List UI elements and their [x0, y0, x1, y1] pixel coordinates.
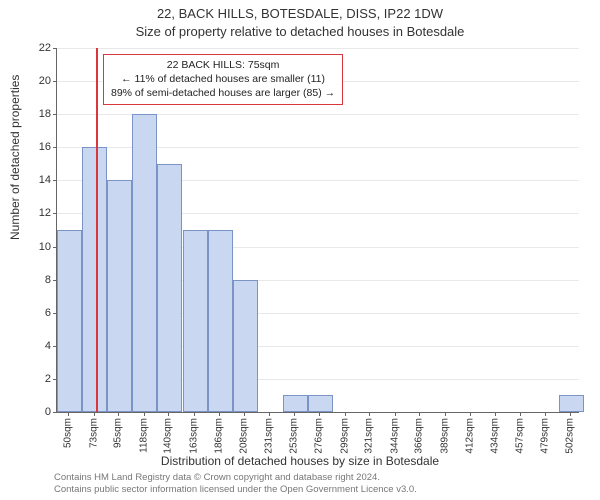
- x-tick-mark: [545, 412, 546, 416]
- histogram-bar: [183, 230, 208, 412]
- histogram-bar: [157, 164, 182, 412]
- y-tick-label: 12: [39, 207, 51, 219]
- y-tick-label: 6: [45, 307, 51, 319]
- footer-attribution: Contains HM Land Registry data © Crown c…: [54, 472, 417, 496]
- x-tick-mark: [68, 412, 69, 416]
- reference-line: [96, 48, 98, 412]
- x-tick-label: 502sqm: [565, 418, 576, 454]
- y-tick-label: 0: [45, 406, 51, 418]
- y-tick-label: 4: [45, 340, 51, 352]
- histogram-bar: [559, 395, 584, 412]
- y-tick-label: 14: [39, 174, 51, 186]
- x-tick-label: 479sqm: [539, 418, 550, 454]
- histogram-bar: [107, 180, 132, 412]
- y-tick-mark: [53, 180, 57, 181]
- x-tick-label: 118sqm: [138, 418, 149, 453]
- y-tick-mark: [53, 147, 57, 148]
- x-tick-mark: [570, 412, 571, 416]
- x-axis-label: Distribution of detached houses by size …: [0, 454, 600, 468]
- x-tick-mark: [445, 412, 446, 416]
- x-tick-label: 412sqm: [465, 418, 476, 454]
- x-tick-label: 50sqm: [63, 418, 74, 448]
- footer-line-2: Contains public sector information licen…: [54, 484, 417, 496]
- y-tick-label: 2: [45, 373, 51, 385]
- histogram-bar: [57, 230, 82, 412]
- x-tick-mark: [144, 412, 145, 416]
- annotation-line: 89% of semi-detached houses are larger (…: [111, 86, 335, 100]
- chart-title-sub: Size of property relative to detached ho…: [0, 24, 600, 39]
- histogram-bar: [82, 147, 107, 412]
- histogram-bar: [233, 280, 258, 412]
- annotation-box: 22 BACK HILLS: 75sqm← 11% of detached ho…: [103, 54, 343, 105]
- y-tick-mark: [53, 412, 57, 413]
- y-tick-mark: [53, 48, 57, 49]
- y-axis-label: Number of detached properties: [8, 75, 22, 240]
- x-tick-mark: [495, 412, 496, 416]
- x-tick-label: 457sqm: [515, 418, 526, 454]
- y-tick-mark: [53, 114, 57, 115]
- x-tick-label: 321sqm: [364, 418, 375, 454]
- x-tick-mark: [118, 412, 119, 416]
- x-tick-mark: [395, 412, 396, 416]
- x-tick-label: 95sqm: [113, 418, 124, 448]
- x-tick-mark: [470, 412, 471, 416]
- x-tick-mark: [244, 412, 245, 416]
- histogram-bar: [283, 395, 308, 412]
- y-tick-label: 8: [45, 274, 51, 286]
- x-tick-label: 163sqm: [188, 418, 199, 454]
- x-tick-label: 389sqm: [439, 418, 450, 454]
- x-tick-label: 73sqm: [88, 418, 99, 448]
- x-tick-mark: [168, 412, 169, 416]
- y-tick-label: 20: [39, 75, 51, 87]
- x-tick-mark: [94, 412, 95, 416]
- gridline-h: [57, 48, 579, 49]
- x-tick-mark: [319, 412, 320, 416]
- annotation-line: 22 BACK HILLS: 75sqm: [111, 58, 335, 72]
- x-tick-label: 366sqm: [414, 418, 425, 454]
- x-tick-label: 299sqm: [339, 418, 350, 454]
- y-tick-label: 16: [39, 141, 51, 153]
- y-tick-mark: [53, 213, 57, 214]
- y-tick-label: 18: [39, 108, 51, 120]
- x-tick-label: 434sqm: [489, 418, 500, 454]
- x-tick-mark: [294, 412, 295, 416]
- x-tick-mark: [369, 412, 370, 416]
- x-tick-mark: [269, 412, 270, 416]
- histogram-bar: [308, 395, 333, 412]
- x-tick-mark: [520, 412, 521, 416]
- footer-line-1: Contains HM Land Registry data © Crown c…: [54, 472, 417, 484]
- annotation-line: ← 11% of detached houses are smaller (11…: [111, 72, 335, 86]
- x-tick-mark: [194, 412, 195, 416]
- histogram-bar: [208, 230, 233, 412]
- y-tick-label: 22: [39, 42, 51, 54]
- x-tick-label: 208sqm: [238, 418, 249, 454]
- histogram-bar: [132, 114, 157, 412]
- x-tick-mark: [219, 412, 220, 416]
- chart-title-main: 22, BACK HILLS, BOTESDALE, DISS, IP22 1D…: [0, 6, 600, 21]
- x-tick-label: 253sqm: [288, 418, 299, 454]
- x-tick-mark: [345, 412, 346, 416]
- x-tick-label: 276sqm: [314, 418, 325, 454]
- chart-plot-area: 024681012141618202250sqm73sqm95sqm118sqm…: [56, 48, 579, 413]
- x-tick-mark: [419, 412, 420, 416]
- x-tick-label: 140sqm: [163, 418, 174, 454]
- y-tick-label: 10: [39, 241, 51, 253]
- x-tick-label: 186sqm: [214, 418, 225, 454]
- x-tick-label: 344sqm: [389, 418, 400, 454]
- x-tick-label: 231sqm: [264, 418, 275, 454]
- y-tick-mark: [53, 81, 57, 82]
